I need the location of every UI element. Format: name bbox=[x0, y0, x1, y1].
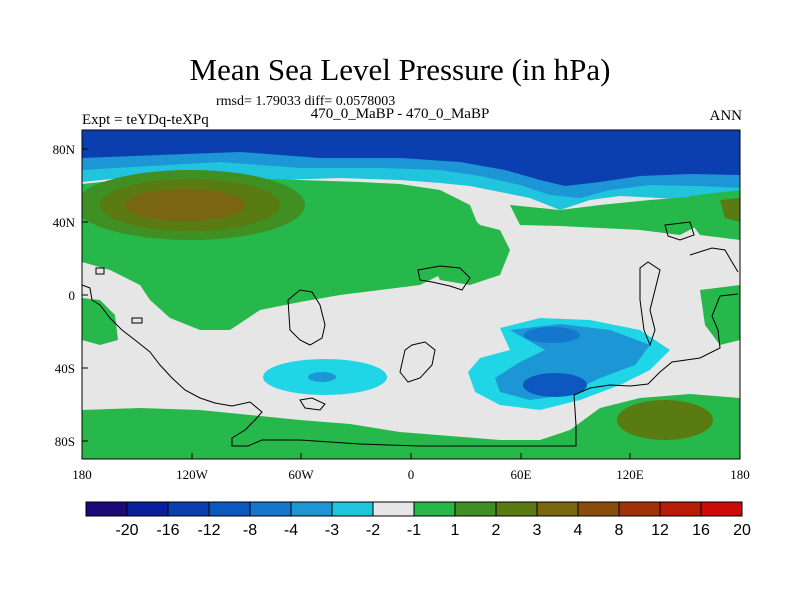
northeast-olive bbox=[720, 198, 740, 222]
colorbar-label: 8 bbox=[615, 522, 624, 539]
y-tick-label: 40N bbox=[53, 215, 76, 230]
north-green-east bbox=[510, 192, 740, 235]
y-tick-label: 0 bbox=[69, 288, 76, 303]
coastline-south-america bbox=[287, 289, 326, 346]
east-green-blob bbox=[700, 285, 740, 345]
y-tick-label: 80S bbox=[55, 434, 75, 449]
colorbar-label: 12 bbox=[651, 522, 669, 539]
colorbar: -20 -16 -12 -8 -4 -3 -2 -1 1 2 3 4 8 12 16 20 bbox=[85, 501, 751, 539]
y-tick-label: 80N bbox=[53, 142, 76, 157]
colorbar-swatch bbox=[659, 501, 702, 517]
season-label: ANN bbox=[709, 108, 743, 124]
colorbar-swatch bbox=[372, 501, 415, 517]
y-axis-labels: 80N 40N 0 40S 80S bbox=[53, 142, 76, 449]
axis-ticks bbox=[81, 148, 741, 459]
plot-title: Mean Sea Level Pressure (in hPa) bbox=[189, 52, 611, 87]
x-tick-label: 180 bbox=[72, 467, 92, 482]
y-tick-label: 40S bbox=[55, 361, 75, 376]
colorbar-swatch bbox=[700, 501, 743, 517]
colorbar-label: 2 bbox=[492, 522, 501, 539]
experiment-label: Expt = teYDq-teXPq bbox=[82, 112, 209, 128]
colorbar-label: -4 bbox=[284, 522, 298, 539]
x-axis-labels: 180 120W 60W 0 60E 120E 180 bbox=[72, 467, 750, 482]
x-tick-label: 120E bbox=[616, 467, 644, 482]
colorbar-label: -1 bbox=[407, 522, 421, 539]
x-tick-label: 60W bbox=[288, 467, 314, 482]
central-green-lobe bbox=[330, 195, 510, 285]
colorbar-label: 20 bbox=[733, 522, 751, 539]
colorbar-label: -3 bbox=[325, 522, 339, 539]
colorbar-label: -2 bbox=[366, 522, 380, 539]
coastline-south bbox=[82, 284, 739, 447]
coastline-arabia bbox=[417, 265, 471, 291]
coastline-islet-3 bbox=[95, 267, 105, 275]
colorbar-swatch bbox=[495, 501, 538, 517]
colorbar-swatch bbox=[454, 501, 497, 517]
coastline-islet-1 bbox=[299, 397, 326, 411]
x-tick-label: 120W bbox=[176, 467, 209, 482]
colorbar-swatch bbox=[536, 501, 579, 517]
colorbar-label: -16 bbox=[156, 522, 179, 539]
x-tick-label: 180 bbox=[730, 467, 750, 482]
colorbar-label: -8 bbox=[243, 522, 257, 539]
colorbar-label: 16 bbox=[692, 522, 710, 539]
colorbar-swatch bbox=[290, 501, 333, 517]
colorbar-swatch bbox=[167, 501, 210, 517]
colorbar-swatch bbox=[208, 501, 251, 517]
south-olive-high bbox=[617, 400, 713, 440]
coastline-africa-south bbox=[399, 341, 436, 383]
west-green-blob bbox=[82, 298, 118, 345]
coastline-islet-2 bbox=[131, 317, 143, 324]
coastline-pacific-east bbox=[689, 247, 739, 273]
colorbar-label: 1 bbox=[451, 522, 460, 539]
colorbar-swatch bbox=[577, 501, 620, 517]
colorbar-swatch bbox=[618, 501, 661, 517]
map-field bbox=[82, 130, 740, 459]
colorbar-swatch bbox=[331, 501, 374, 517]
colorbar-swatch bbox=[85, 501, 128, 517]
south-atlantic-low-core bbox=[308, 372, 336, 382]
north-blue-band bbox=[82, 130, 740, 186]
indian-low-upper-core bbox=[524, 327, 580, 343]
colorbar-label: 4 bbox=[574, 522, 583, 539]
coastlines bbox=[82, 221, 739, 447]
colorbar-swatch bbox=[413, 501, 456, 517]
colorbar-label: -12 bbox=[197, 522, 220, 539]
colorbar-label: -20 bbox=[115, 522, 138, 539]
x-tick-label: 60E bbox=[511, 467, 532, 482]
x-tick-label: 0 bbox=[408, 467, 415, 482]
pacific-high-brown bbox=[125, 189, 245, 221]
case-label: 470_0_MaBP - 470_0_MaBP bbox=[310, 106, 490, 122]
stats-label: rmsd= 1.79033 diff= 0.0578003 bbox=[216, 94, 396, 109]
coastline-japan bbox=[664, 221, 695, 241]
coastline-indonesia bbox=[639, 261, 661, 347]
colorbar-swatch bbox=[249, 501, 292, 517]
indian-low-lower-core bbox=[523, 373, 587, 397]
colorbar-label: 3 bbox=[533, 522, 542, 539]
colorbar-swatch bbox=[126, 501, 169, 517]
